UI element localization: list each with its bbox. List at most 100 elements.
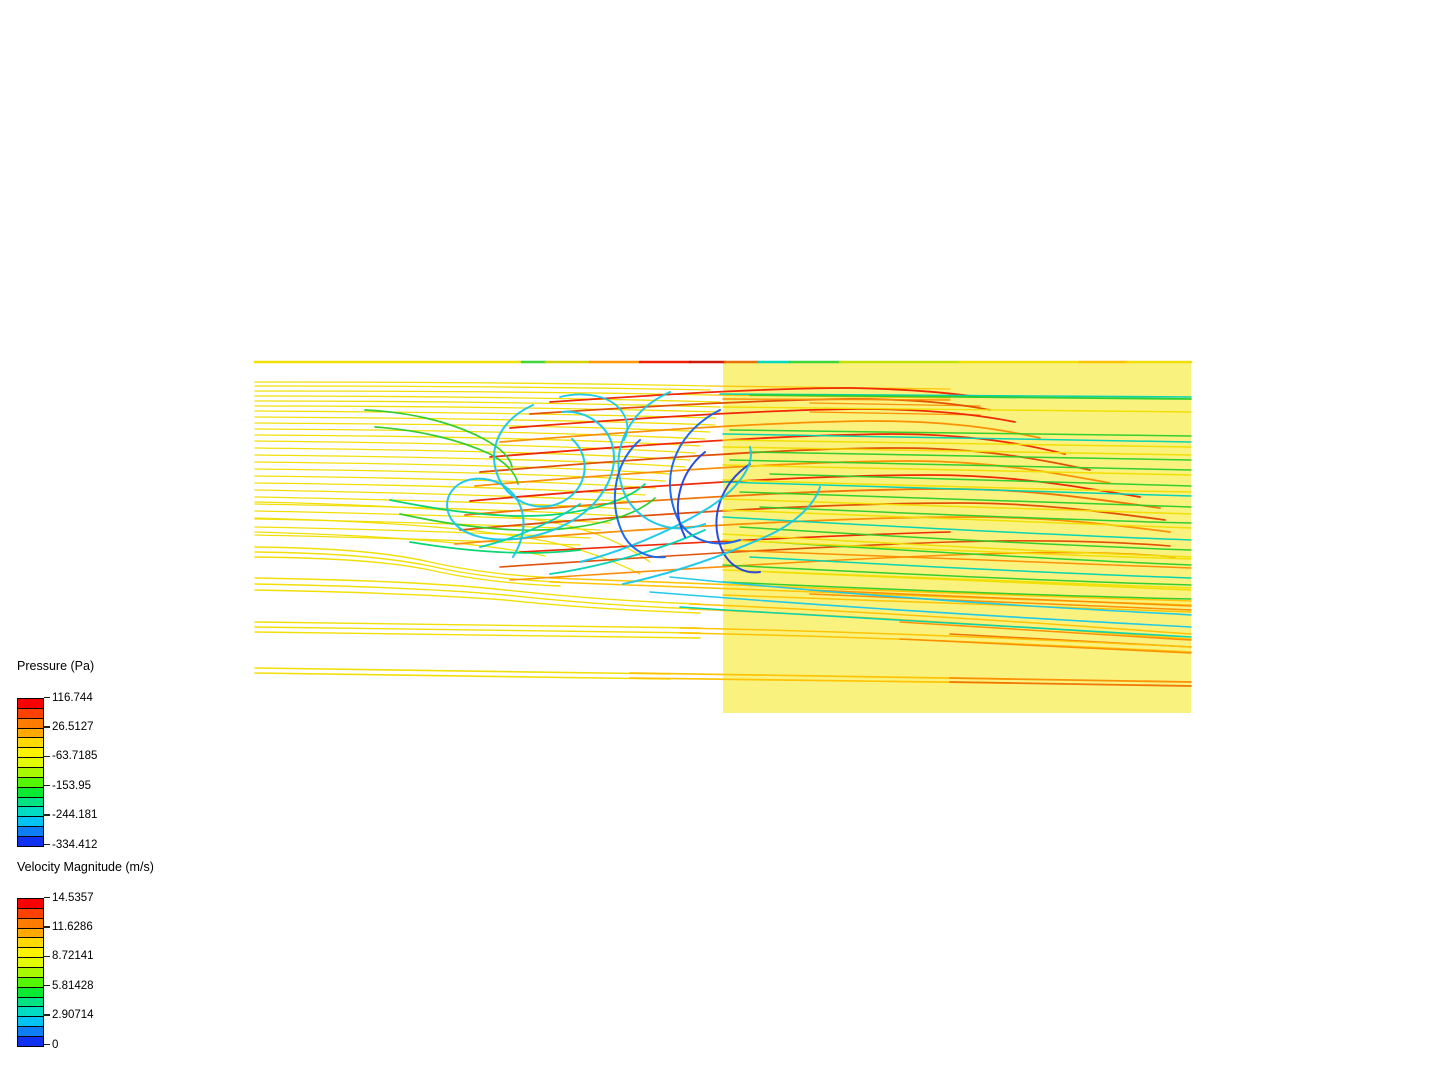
streamline <box>722 539 1192 560</box>
pressure-tick-mark <box>44 843 50 846</box>
streamline <box>719 393 1192 398</box>
streamline <box>729 459 1192 471</box>
streamline <box>722 464 1192 476</box>
streamline <box>464 488 1161 516</box>
streamline <box>739 526 1192 551</box>
pressure-tick-label: -63.7185 <box>52 750 98 763</box>
velocity-colorbar-segment <box>18 1016 43 1027</box>
streamline <box>364 409 513 468</box>
streamline <box>613 439 666 559</box>
pressure-colorbar-segment <box>18 806 43 817</box>
velocity-tick-label: 8.72141 <box>52 950 94 963</box>
streamline <box>254 496 631 510</box>
pressure-colorbar-segment <box>18 737 43 748</box>
velocity-colorbar-segment <box>18 986 43 997</box>
streamline <box>899 638 1192 654</box>
streamline <box>722 406 1192 413</box>
velocity-tick-label: 11.6286 <box>52 920 93 933</box>
streamline <box>254 468 666 482</box>
streamline <box>559 393 629 441</box>
streamline <box>254 395 721 403</box>
streamline <box>254 454 686 468</box>
velocity-tick-mark <box>44 1043 50 1046</box>
streamline <box>749 556 1192 579</box>
streamline <box>722 433 1192 443</box>
streamline <box>493 404 586 508</box>
streamline <box>254 440 696 454</box>
pressure-tick-mark <box>44 726 50 728</box>
velocity-colorbar-segment <box>18 937 43 948</box>
streamline <box>254 482 646 496</box>
pressure-colorbar-segment <box>18 826 43 837</box>
streamline <box>679 627 1192 648</box>
streamline <box>446 410 615 558</box>
streamline <box>669 409 741 545</box>
pressure-colorbar-segment <box>18 767 43 777</box>
streamline <box>374 426 519 485</box>
velocity-colorbar-segment <box>18 1026 43 1037</box>
pressure-colorbar-segment <box>18 747 43 758</box>
velocity-tick-mark <box>44 896 50 899</box>
velocity-tick-mark <box>44 1014 50 1016</box>
streamline <box>254 422 711 433</box>
streamline <box>254 551 561 583</box>
streamline <box>254 416 716 426</box>
streamline <box>809 589 1192 607</box>
streamline <box>489 433 1066 458</box>
streamline <box>549 577 1192 602</box>
pressure-tick-mark <box>44 784 50 787</box>
streamline <box>722 479 1192 493</box>
pressure-tick-mark <box>44 696 50 699</box>
velocity-colorbar[interactable] <box>17 898 44 1047</box>
streamline-canvas[interactable] <box>250 352 1195 714</box>
streamline <box>622 486 821 585</box>
streamline <box>499 420 1041 443</box>
streamline <box>254 428 706 440</box>
pressure-tick-mark <box>44 814 50 816</box>
streamline <box>649 591 1192 628</box>
streamline <box>254 410 716 419</box>
streamline <box>254 461 671 475</box>
streamline <box>254 385 711 391</box>
streamline <box>254 589 701 614</box>
streamline <box>809 593 1192 611</box>
streamline <box>669 576 1192 616</box>
streamline <box>254 667 671 675</box>
pressure-colorbar[interactable] <box>17 698 44 847</box>
streamline <box>749 394 1192 400</box>
streamline <box>759 506 1192 524</box>
streamline <box>715 463 761 574</box>
streamline <box>479 503 581 548</box>
streamline <box>254 577 701 605</box>
velocity-colorbar-segment <box>18 899 43 908</box>
velocity-colorbar-segment <box>18 967 43 977</box>
streamline <box>549 529 706 575</box>
streamline <box>689 603 1192 635</box>
streamline <box>509 408 1016 429</box>
streamline <box>254 626 701 634</box>
streamline <box>729 429 1192 437</box>
streamline <box>254 447 691 461</box>
pressure-tick-label: -244.181 <box>52 809 98 822</box>
streamline <box>722 581 1192 600</box>
velocity-tick-mark <box>44 984 50 987</box>
streamline <box>722 533 1192 558</box>
pressure-tick-mark <box>44 755 50 758</box>
pressure-colorbar-segment <box>18 757 43 768</box>
pressure-colorbar-segment <box>18 836 43 846</box>
streamline <box>749 451 1192 461</box>
velocity-colorbar-segment <box>18 996 43 1007</box>
streamline <box>722 439 1192 448</box>
streamline <box>254 503 621 517</box>
pressure-colorbar-segment <box>18 816 43 827</box>
streamline <box>254 583 701 610</box>
velocity-tick-label: 2.90714 <box>52 1009 94 1022</box>
pressure-tick-label: -153.95 <box>52 779 92 792</box>
streamline <box>254 501 651 563</box>
streamline <box>899 621 1192 641</box>
streamline <box>722 564 1192 586</box>
velocity-tick-mark <box>44 926 50 928</box>
streamline <box>254 489 641 503</box>
velocity-colorbar-segment <box>18 907 43 918</box>
streamline <box>722 398 951 401</box>
